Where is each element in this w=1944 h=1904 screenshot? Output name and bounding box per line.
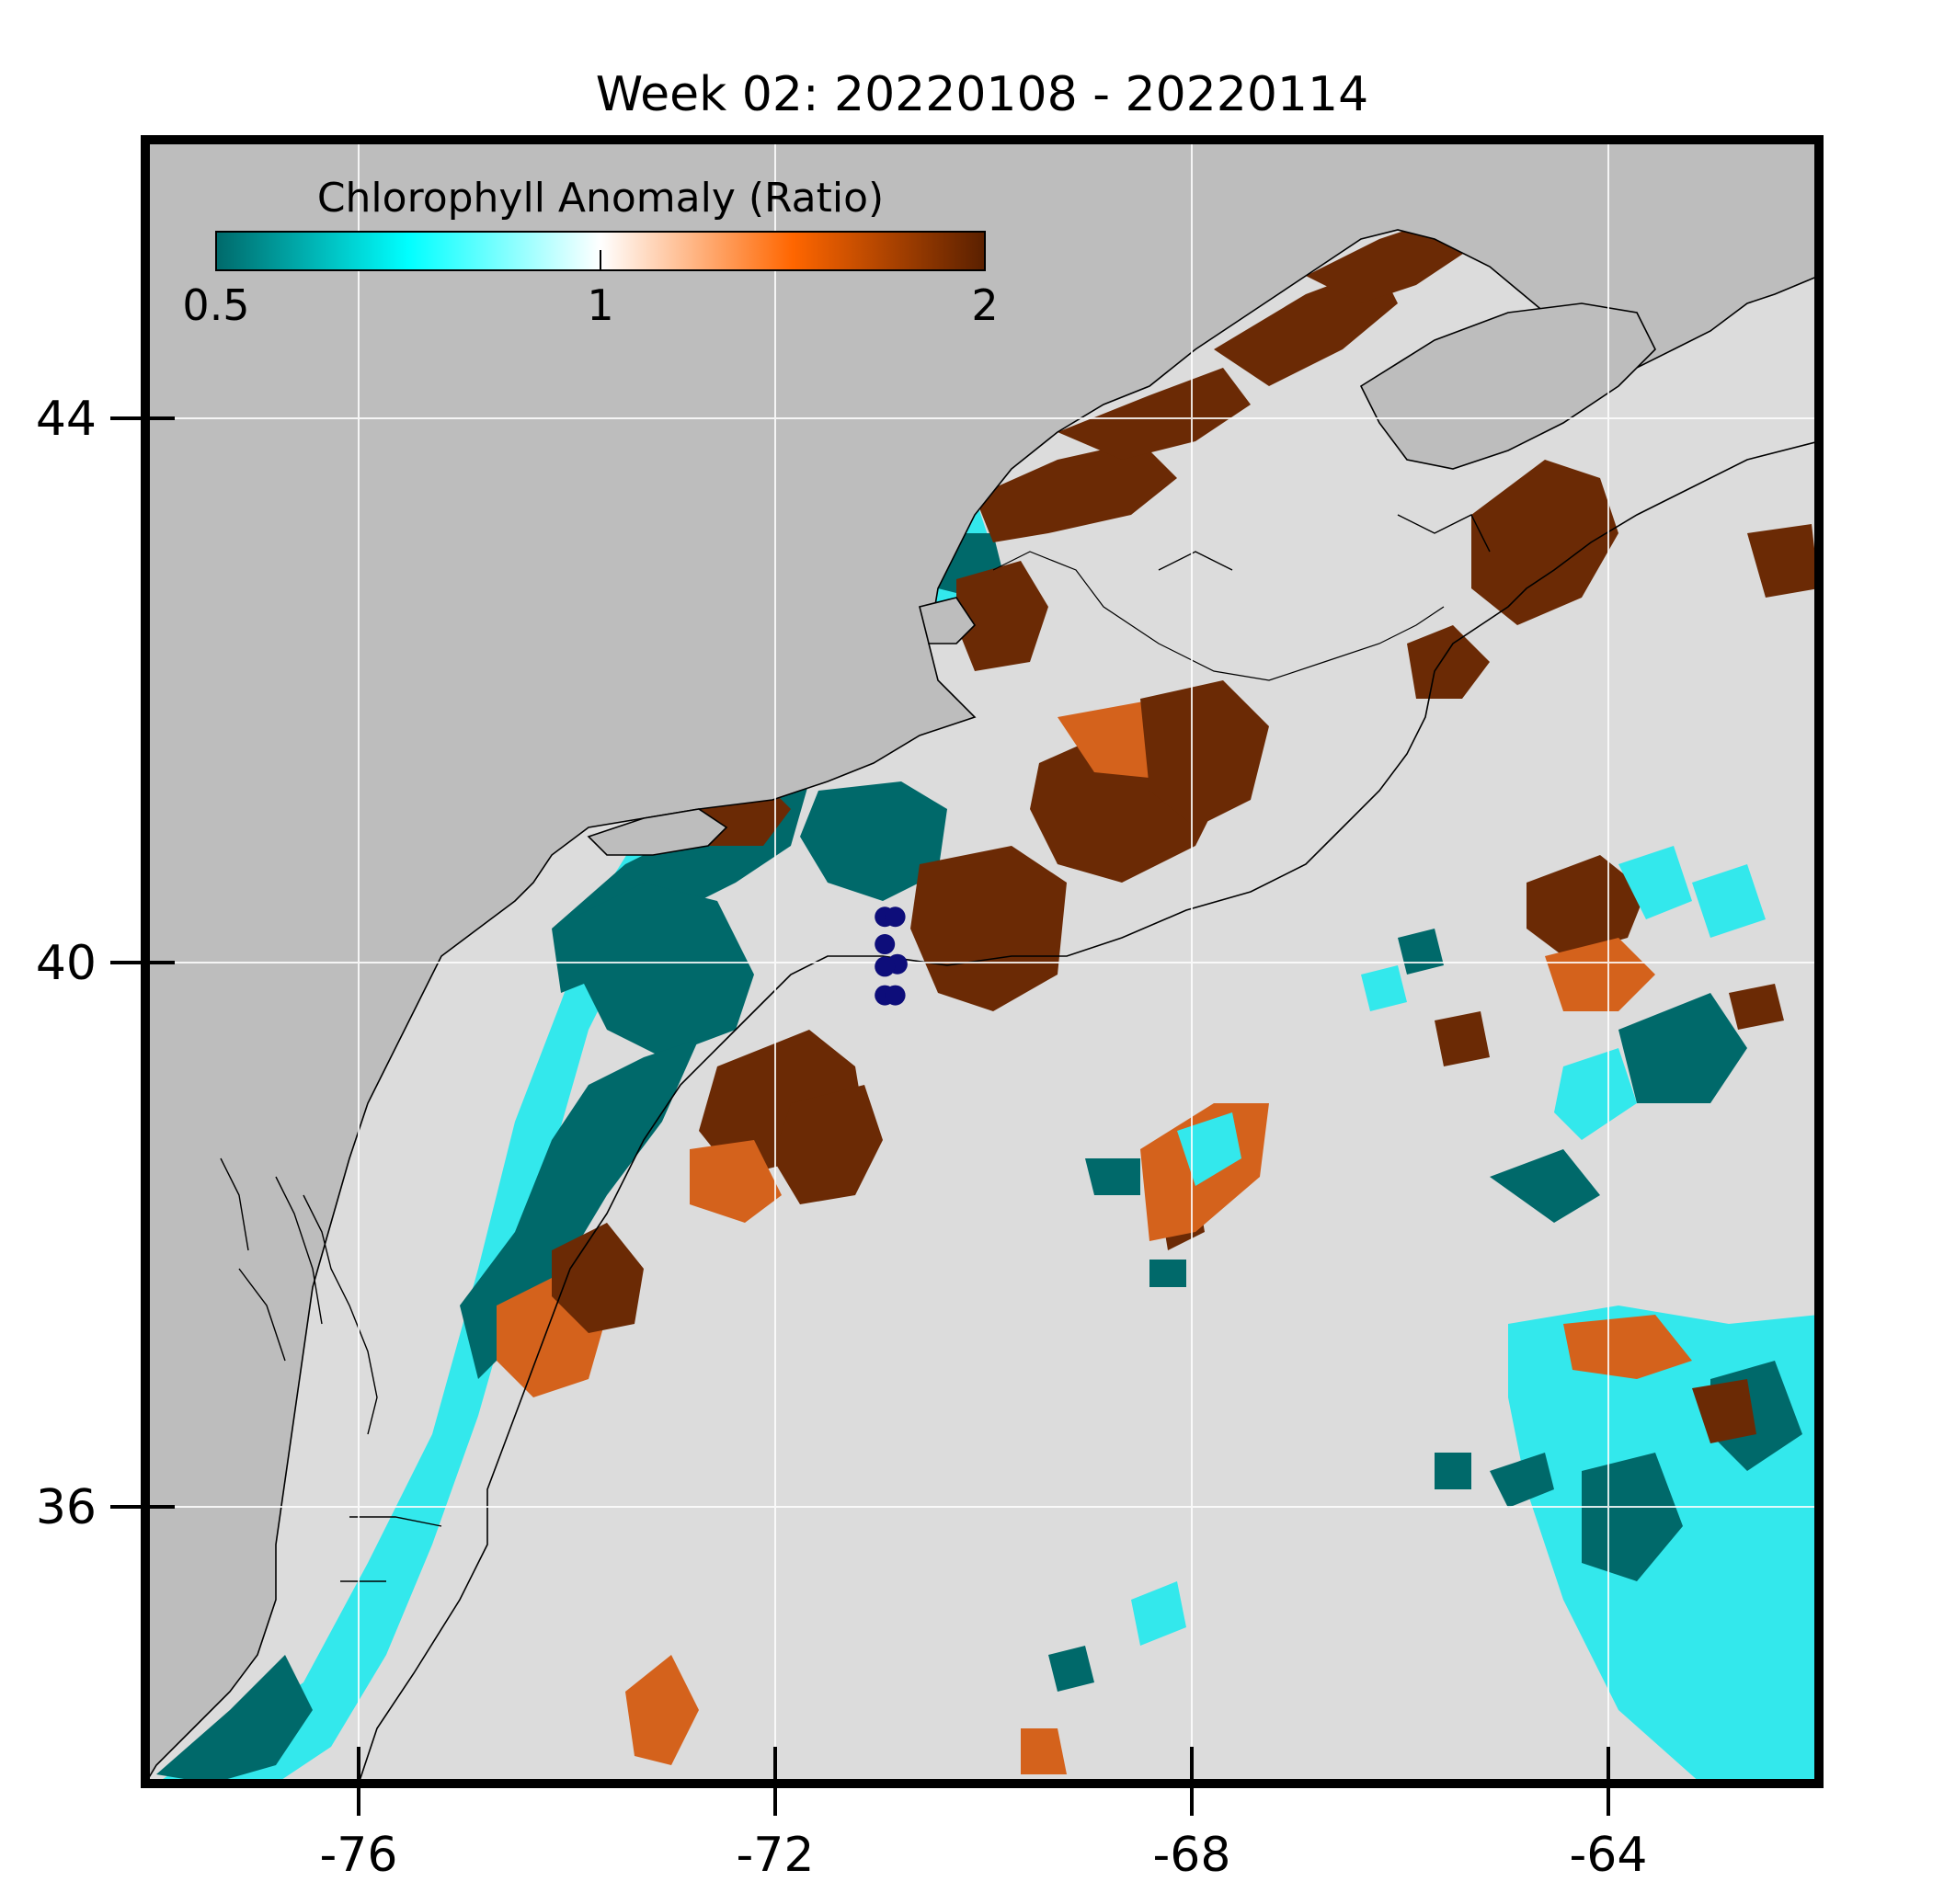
lon-tick-label: -64 xyxy=(1570,1828,1648,1883)
shelf-break-contour xyxy=(358,440,1819,1784)
longitude-axis: -76 -72 -68 -64 xyxy=(320,1747,1648,1883)
map-area xyxy=(145,140,1819,1784)
lon-tick-label: -72 xyxy=(737,1828,815,1883)
graticule xyxy=(145,140,1819,1784)
lat-tick-label: 36 xyxy=(36,1480,97,1535)
lat-tick-label: 44 xyxy=(36,392,97,447)
station-marker xyxy=(885,906,906,928)
colorbar-tick-mid: 1 xyxy=(587,280,613,330)
lat-tick-label: 40 xyxy=(36,936,97,991)
coastline-detail xyxy=(220,514,1491,1582)
station-marker xyxy=(875,934,896,955)
colorbar-tick-high: 2 xyxy=(971,280,998,330)
station-marker xyxy=(885,985,906,1006)
colorbar-label: Chlorophyll Anomaly (Ratio) xyxy=(317,175,884,222)
station-markers xyxy=(875,906,908,1006)
lon-tick-label: -76 xyxy=(320,1828,398,1883)
colorbar: Chlorophyll Anomaly (Ratio) 0.5 1 2 xyxy=(182,175,998,330)
gulf-of-maine-contour xyxy=(992,551,1445,681)
lon-tick-label: -68 xyxy=(1153,1828,1231,1883)
latitude-axis: 44 40 36 xyxy=(36,392,175,1535)
colorbar-tick-low: 0.5 xyxy=(182,280,249,330)
land-layer xyxy=(145,140,1819,1784)
map-title: Week 02: 20220108 - 20220114 xyxy=(596,67,1368,122)
station-marker xyxy=(875,956,896,977)
